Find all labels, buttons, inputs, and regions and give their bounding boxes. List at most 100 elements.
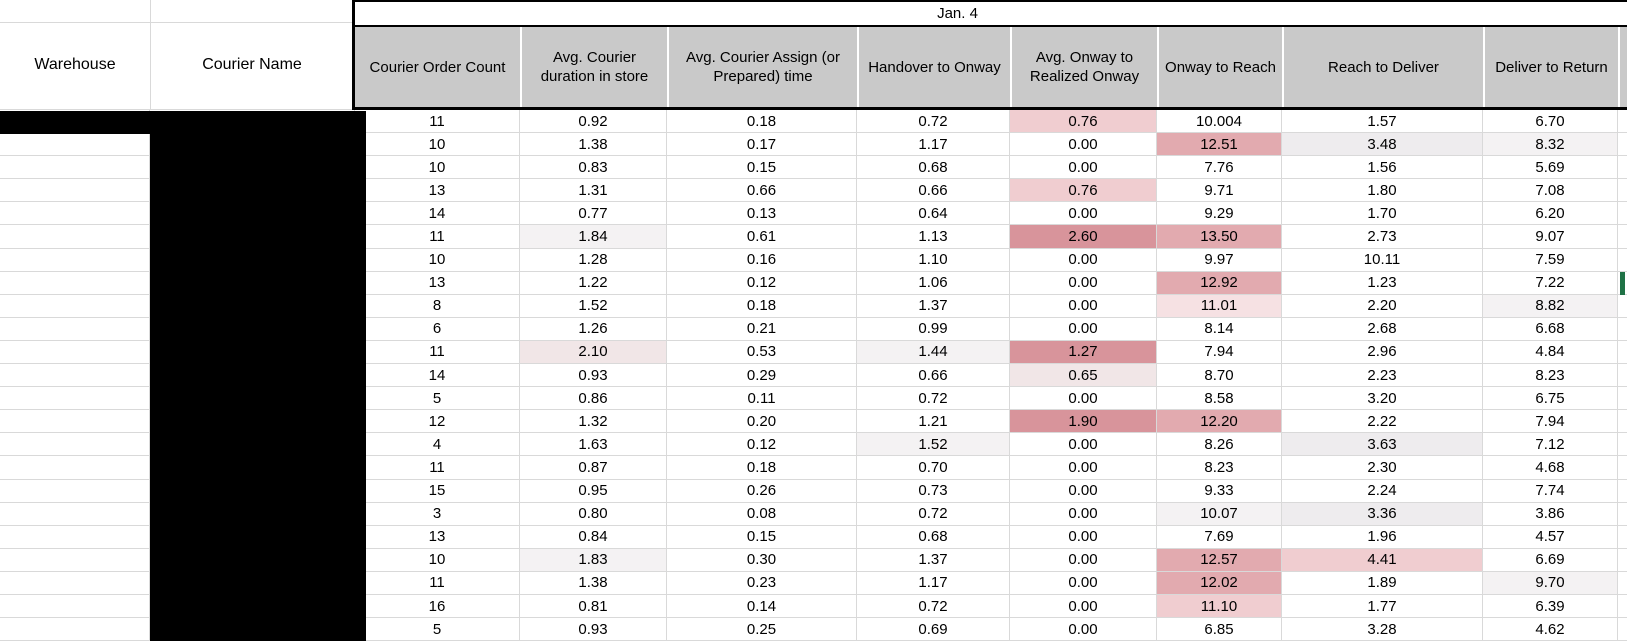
table-cell[interactable]: 0.81 (520, 594, 667, 618)
table-cell[interactable]: 0.87 (520, 456, 667, 479)
table-cell[interactable]: 1.31 (520, 179, 667, 202)
table-cell[interactable]: 9.71 (1157, 179, 1282, 202)
table-cell[interactable]: 0.18 (667, 110, 857, 133)
table-cell[interactable]: 0.00 (1010, 571, 1157, 594)
table-cell[interactable]: 0.92 (520, 110, 667, 133)
table-cell[interactable]: 0.13 (667, 202, 857, 225)
table-cell[interactable]: 13 (355, 525, 520, 548)
table-cell[interactable]: 0.29 (667, 364, 857, 387)
table-cell[interactable]: 0.66 (857, 179, 1010, 202)
table-cell[interactable]: 8.32 (1483, 133, 1618, 156)
warehouse-cell[interactable] (0, 294, 150, 317)
column-header[interactable]: Courier Order Count (355, 27, 520, 107)
table-cell[interactable]: 0.00 (1010, 502, 1157, 525)
table-cell[interactable]: 0.00 (1010, 618, 1157, 641)
table-cell[interactable]: 0.00 (1010, 202, 1157, 225)
table-cell[interactable]: 8.23 (1483, 364, 1618, 387)
table-cell[interactable]: 0.16 (667, 248, 857, 271)
table-cell[interactable]: 13 (355, 271, 520, 294)
table-cell[interactable]: 8.14 (1157, 317, 1282, 340)
table-cell[interactable]: 8.58 (1157, 387, 1282, 410)
table-cell[interactable]: 4.84 (1483, 340, 1618, 364)
table-cell[interactable]: 10 (355, 548, 520, 571)
table-cell[interactable]: 0.11 (667, 387, 857, 410)
warehouse-cell[interactable] (0, 410, 150, 433)
table-cell[interactable]: 11 (355, 110, 520, 133)
warehouse-cell[interactable] (0, 179, 150, 202)
table-cell[interactable]: 3.48 (1282, 133, 1483, 156)
warehouse-cell[interactable] (0, 248, 150, 271)
table-cell[interactable]: 12.02 (1157, 571, 1282, 594)
table-cell[interactable]: 0.93 (520, 618, 667, 641)
table-cell[interactable]: 0.72 (857, 502, 1010, 525)
table-cell[interactable]: 1.63 (520, 433, 667, 456)
table-cell[interactable]: 4.62 (1483, 618, 1618, 641)
table-cell[interactable]: 7.08 (1483, 179, 1618, 202)
table-cell[interactable]: 1.44 (857, 340, 1010, 364)
table-cell[interactable]: 0.61 (667, 225, 857, 248)
table-cell[interactable]: 9.29 (1157, 202, 1282, 225)
table-cell[interactable]: 0.20 (667, 410, 857, 433)
table-cell[interactable]: 5 (355, 618, 520, 641)
table-cell[interactable]: 0.23 (667, 571, 857, 594)
warehouse-cell[interactable] (0, 364, 150, 387)
table-cell[interactable]: 3.28 (1282, 618, 1483, 641)
warehouse-cell[interactable] (0, 225, 150, 248)
table-cell[interactable]: 1.96 (1282, 525, 1483, 548)
table-cell[interactable]: 11.01 (1157, 294, 1282, 317)
table-cell[interactable]: 1.23 (1282, 271, 1483, 294)
table-cell[interactable]: 6.85 (1157, 618, 1282, 641)
table-cell[interactable]: 0.30 (667, 548, 857, 571)
warehouse-cell[interactable] (0, 133, 150, 156)
table-cell[interactable]: 6 (355, 317, 520, 340)
column-header[interactable]: Handover to Onway (857, 27, 1010, 107)
table-cell[interactable]: 1.28 (520, 248, 667, 271)
table-cell[interactable]: 0.86 (520, 387, 667, 410)
table-cell[interactable]: 7.94 (1157, 340, 1282, 364)
table-cell[interactable]: 1.17 (857, 133, 1010, 156)
table-cell[interactable]: 2.73 (1282, 225, 1483, 248)
table-cell[interactable]: 14 (355, 202, 520, 225)
table-cell[interactable]: 5 (355, 387, 520, 410)
table-cell[interactable]: 1.17 (857, 571, 1010, 594)
table-cell[interactable]: 0.70 (857, 456, 1010, 479)
table-cell[interactable]: 0.73 (857, 479, 1010, 502)
table-cell[interactable]: 7.69 (1157, 525, 1282, 548)
table-cell[interactable]: 1.52 (520, 294, 667, 317)
table-cell[interactable]: 12.51 (1157, 133, 1282, 156)
table-cell[interactable]: 4.57 (1483, 525, 1618, 548)
table-cell[interactable]: 0.84 (520, 525, 667, 548)
table-cell[interactable]: 0.66 (857, 364, 1010, 387)
warehouse-cell[interactable] (0, 525, 150, 548)
table-cell[interactable]: 2.20 (1282, 294, 1483, 317)
table-cell[interactable]: 0.00 (1010, 433, 1157, 456)
table-cell[interactable]: 0.66 (667, 179, 857, 202)
table-cell[interactable]: 5.69 (1483, 156, 1618, 179)
table-cell[interactable]: 0.69 (857, 618, 1010, 641)
table-cell[interactable]: 0.15 (667, 156, 857, 179)
warehouse-cell[interactable] (0, 479, 150, 502)
table-cell[interactable]: 16 (355, 594, 520, 618)
table-cell[interactable]: 0.76 (1010, 179, 1157, 202)
table-cell[interactable]: 11.10 (1157, 594, 1282, 618)
table-cell[interactable]: 0.25 (667, 618, 857, 641)
table-cell[interactable]: 10 (355, 156, 520, 179)
column-header[interactable]: Avg. Onway to Realized Onway (1010, 27, 1157, 107)
table-cell[interactable]: 12.92 (1157, 271, 1282, 294)
table-cell[interactable]: 8.26 (1157, 433, 1282, 456)
column-header[interactable]: Avg. Courier Assign (or Prepared) time (667, 27, 857, 107)
warehouse-cell[interactable] (0, 156, 150, 179)
table-cell[interactable]: 1.38 (520, 571, 667, 594)
table-cell[interactable]: 4.41 (1282, 548, 1483, 571)
table-cell[interactable]: 1.52 (857, 433, 1010, 456)
table-cell[interactable]: 7.12 (1483, 433, 1618, 456)
table-cell[interactable]: 6.39 (1483, 594, 1618, 618)
table-cell[interactable]: 11 (355, 225, 520, 248)
table-cell[interactable]: 1.70 (1282, 202, 1483, 225)
table-cell[interactable]: 1.22 (520, 271, 667, 294)
table-cell[interactable]: 12 (355, 410, 520, 433)
table-cell[interactable]: 0.08 (667, 502, 857, 525)
table-cell[interactable]: 1.89 (1282, 571, 1483, 594)
table-cell[interactable]: 3.86 (1483, 502, 1618, 525)
warehouse-cell[interactable] (0, 571, 150, 594)
